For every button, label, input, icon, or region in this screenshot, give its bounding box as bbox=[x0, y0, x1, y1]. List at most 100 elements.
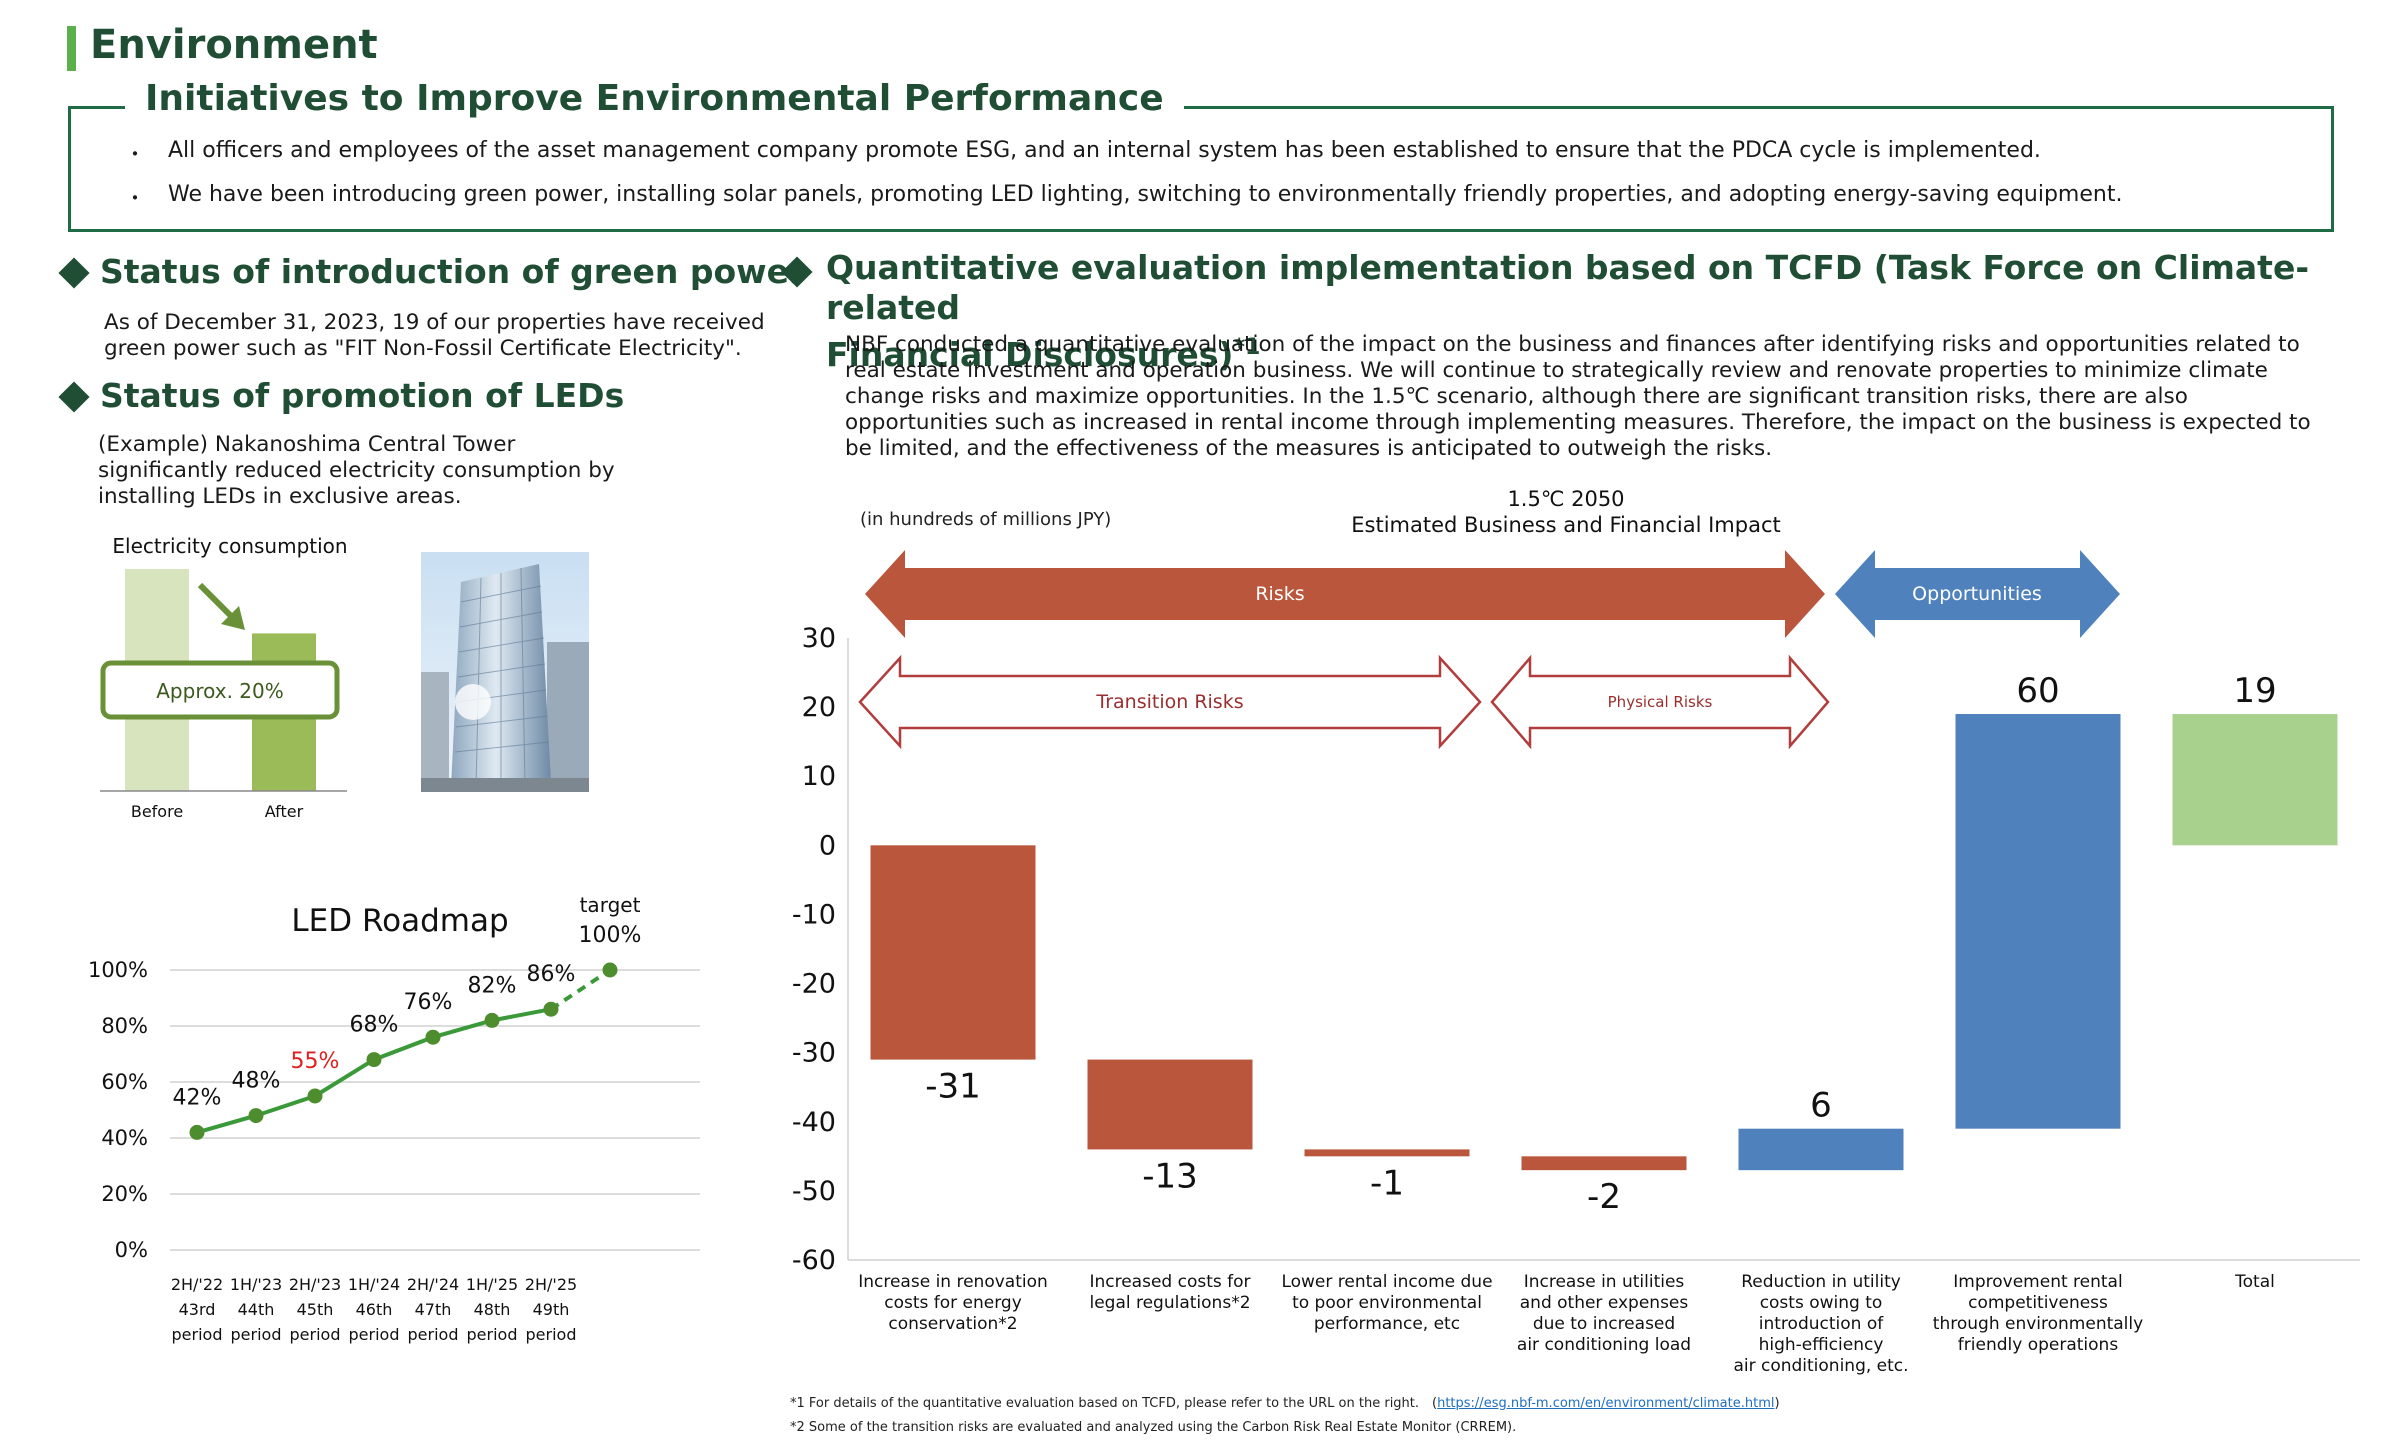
y-tick-label: 100% bbox=[88, 958, 148, 982]
tcfd-url-link[interactable]: https://esg.nbf-m.com/en/environment/cli… bbox=[1437, 1396, 1775, 1411]
x-category-label: introduction of bbox=[1759, 1314, 1884, 1334]
x-category-label: Lower rental income due bbox=[1281, 1272, 1492, 1292]
waterfall-bar bbox=[1738, 1128, 1904, 1171]
x-tick-label: period bbox=[526, 1325, 577, 1344]
transition-risks-arrow bbox=[858, 654, 1482, 750]
x-category-label: Increased costs for bbox=[1089, 1272, 1250, 1292]
footnote-text: ) bbox=[1774, 1396, 1780, 1411]
unit-note: (in hundreds of millions JPY) bbox=[860, 509, 1111, 530]
footnote-1: *1 For details of the quantitative evalu… bbox=[790, 1392, 1780, 1411]
x-category-label: air conditioning, etc. bbox=[1733, 1356, 1908, 1376]
value-label: 76% bbox=[404, 990, 453, 1015]
text-line: change risks and maximize opportunities.… bbox=[845, 384, 2188, 409]
roadmap-point bbox=[425, 1029, 441, 1045]
y-tick-label: 40% bbox=[101, 1126, 148, 1150]
value-label: 55% bbox=[291, 1049, 340, 1074]
opportunities-arrow bbox=[1835, 550, 2120, 638]
x-tick-label: period bbox=[349, 1325, 400, 1344]
initiatives-title: Initiatives to Improve Environmental Per… bbox=[125, 78, 1184, 119]
electricity-consumption-chart: Electricity consumption Approx. 20% Befo… bbox=[100, 534, 348, 821]
roadmap-point bbox=[484, 1012, 500, 1028]
x-category-label: friendly operations bbox=[1958, 1335, 2119, 1355]
x-category-label: to poor environmental bbox=[1292, 1293, 1482, 1313]
text-line: installing LEDs in exclusive areas. bbox=[98, 484, 462, 509]
x-tick-label: 2H/'23 bbox=[289, 1275, 341, 1294]
x-tick-label: 45th bbox=[297, 1300, 334, 1319]
x-tick-label: 48th bbox=[474, 1300, 511, 1319]
x-category-label: conservation*2 bbox=[888, 1314, 1017, 1334]
y-tick-label: 60% bbox=[101, 1070, 148, 1094]
text-line: NBF conducted a quantitative evaluation … bbox=[845, 332, 2300, 357]
value-label: 48% bbox=[232, 1069, 281, 1094]
x-category-label: Reduction in utility bbox=[1741, 1272, 1901, 1292]
x-category-label: and other expenses bbox=[1520, 1293, 1689, 1313]
y-tick-label: 30 bbox=[802, 623, 836, 654]
x-tick-label: period bbox=[467, 1325, 518, 1344]
x-tick-label: 47th bbox=[415, 1300, 452, 1319]
x-category-label: Total bbox=[2234, 1272, 2275, 1292]
tcfd-impact-chart: (in hundreds of millions JPY) 1.5℃ 2050 … bbox=[792, 487, 2360, 1376]
y-tick-label: -40 bbox=[792, 1107, 836, 1138]
x-category-label: performance, etc bbox=[1314, 1314, 1460, 1334]
y-tick-label: 0% bbox=[115, 1238, 148, 1262]
roadmap-point bbox=[248, 1108, 264, 1124]
tcfd-title-line: Quantitative evaluation implementation b… bbox=[826, 248, 2310, 327]
y-tick-label: 20% bbox=[101, 1182, 148, 1206]
bar-value-label: 19 bbox=[2233, 671, 2276, 711]
x-tick-label: 2H/'24 bbox=[407, 1275, 459, 1294]
chart-title-line-1: 1.5℃ 2050 bbox=[1507, 487, 1624, 511]
tcfd-title-line: Financial Disclosures) bbox=[826, 335, 1234, 374]
value-label: 100% bbox=[579, 923, 642, 948]
x-category-label: costs owing to bbox=[1760, 1293, 1883, 1313]
y-tick-label: 80% bbox=[101, 1014, 148, 1038]
leds-text: (Example) Nakanoshima Central Tower sign… bbox=[98, 432, 615, 510]
tcfd-title: Quantitative evaluation implementation b… bbox=[826, 248, 2400, 375]
section-title: Environment bbox=[90, 22, 378, 68]
green-power-title: Status of introduction of green power bbox=[100, 252, 806, 291]
physical-risks-arrow bbox=[1490, 654, 1830, 750]
value-label: 68% bbox=[350, 1013, 399, 1038]
y-tick-label: 10 bbox=[802, 761, 836, 792]
bar-value-label: -2 bbox=[1587, 1177, 1621, 1217]
initiatives-box bbox=[68, 106, 2334, 232]
section-accent-bar bbox=[67, 26, 76, 71]
y-tick-label: 0 bbox=[819, 830, 836, 861]
physical-risks-label: Physical Risks bbox=[1608, 693, 1713, 711]
x-tick-label: 46th bbox=[356, 1300, 393, 1319]
waterfall-bar bbox=[1521, 1156, 1687, 1171]
initiative-bullet-2: We have been introducing green power, in… bbox=[168, 182, 2123, 207]
x-category-label: Improvement rental bbox=[1953, 1272, 2122, 1292]
y-tick-label: -60 bbox=[792, 1245, 836, 1276]
mini-chart-title: Electricity consumption bbox=[112, 534, 347, 558]
waterfall-bar bbox=[1087, 1059, 1253, 1150]
risks-label: Risks bbox=[1255, 583, 1304, 605]
x-category-label: through environmentally bbox=[1933, 1314, 2143, 1334]
x-category-label: due to increased bbox=[1533, 1314, 1675, 1334]
x-tick-label: 44th bbox=[238, 1300, 275, 1319]
green-power-text: As of December 31, 2023, 19 of our prope… bbox=[104, 310, 765, 362]
x-category-label: competitiveness bbox=[1968, 1293, 2108, 1313]
y-tick-label: -50 bbox=[792, 1176, 836, 1207]
bar-value-label: -13 bbox=[1142, 1156, 1198, 1196]
y-tick-label: -20 bbox=[792, 969, 836, 1000]
target-label: target bbox=[580, 893, 641, 917]
x-category-label: costs for energy bbox=[884, 1293, 1022, 1313]
bar-value-label: -1 bbox=[1370, 1163, 1404, 1203]
x-tick-label: 2H/'25 bbox=[525, 1275, 577, 1294]
diamond-icon bbox=[58, 381, 90, 413]
roadmap-point bbox=[307, 1088, 323, 1104]
value-label: 82% bbox=[468, 973, 517, 998]
footnote-ref: *1 bbox=[1233, 335, 1261, 360]
roadmap-target-line bbox=[549, 968, 612, 1011]
led-roadmap-chart: LED Roadmap target 0% 20% 40% 60% 80% 100% 42… bbox=[88, 893, 700, 1344]
x-tick-label: 2H/'22 bbox=[171, 1275, 223, 1294]
x-tick-label: 49th bbox=[533, 1300, 570, 1319]
text-line: As of December 31, 2023, 19 of our prope… bbox=[104, 310, 765, 335]
bullet-marker: ・ bbox=[125, 186, 145, 210]
roadmap-point bbox=[366, 1052, 382, 1068]
footnote-2: *2 Some of the transition risks are eval… bbox=[790, 1420, 1517, 1435]
x-category-label: Increase in renovation bbox=[858, 1272, 1048, 1292]
y-tick-label: -10 bbox=[792, 899, 836, 930]
x-category-label: legal regulations*2 bbox=[1089, 1293, 1250, 1313]
bullet-marker: ・ bbox=[125, 142, 145, 166]
